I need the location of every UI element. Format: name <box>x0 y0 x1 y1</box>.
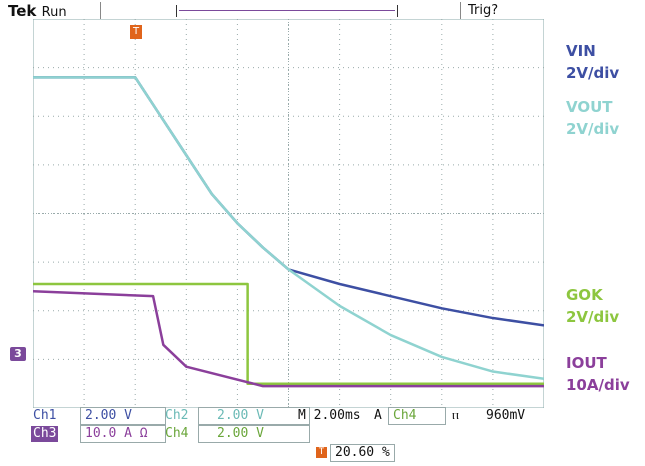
graticule-grid <box>33 19 544 408</box>
settings-readout: Ch1 2.00 V Ch2 2.00 V M 2.00ms A Ch4 ⲡ 9… <box>0 406 645 466</box>
record-length-indicator <box>176 5 398 17</box>
traces <box>33 76 544 388</box>
trigger-slope-icon[interactable]: ⲡ <box>452 408 459 423</box>
timebase-readout[interactable]: M 2.00ms <box>298 408 361 423</box>
divider <box>100 2 101 19</box>
ch4-scale-value[interactable]: 2.00 V <box>198 425 310 443</box>
ch1-label[interactable]: Ch1 <box>33 408 57 423</box>
legend-iout-scale: 10A/div <box>566 376 630 394</box>
trigger-position-icon: T <box>316 447 327 458</box>
trace-iout <box>33 290 544 388</box>
run-state: Run <box>41 5 67 20</box>
legend-gok-name: GOK <box>566 286 603 304</box>
trigger-position-icon: T <box>130 25 142 39</box>
legend-iout: IOUT 10A/div <box>566 352 630 396</box>
trigger-position-value: 20.60 % <box>330 444 395 462</box>
ch1-scale-value[interactable]: 2.00 V <box>80 407 166 425</box>
legend-vout-scale: 2V/div <box>566 120 620 138</box>
trigger-level[interactable]: 960mV <box>486 408 526 423</box>
ch3-ground-marker[interactable]: 3 <box>10 347 26 361</box>
waveform-display[interactable] <box>33 19 544 408</box>
trace-vout <box>33 76 544 381</box>
trace-gok <box>33 282 544 385</box>
legend-gok-scale: 2V/div <box>566 308 620 326</box>
legend-vout: VOUT 2V/div <box>566 96 619 140</box>
trigger-source[interactable]: Ch4 <box>388 407 446 425</box>
legend-vin: VIN 2V/div <box>566 40 619 84</box>
legend-vin-scale: 2V/div <box>566 64 620 82</box>
brand-name: Tek <box>8 2 37 20</box>
ch3-scale-value[interactable]: 10.0 A Ω <box>80 425 166 443</box>
ch2-scale-value[interactable]: 2.00 V <box>198 407 310 425</box>
ch2-label[interactable]: Ch2 <box>165 408 189 423</box>
status-bar: Tek Run Trig? <box>0 0 645 22</box>
trigger-mode[interactable]: A <box>374 408 382 423</box>
legend-gok: GOK 2V/div <box>566 284 619 328</box>
ch4-label[interactable]: Ch4 <box>165 426 189 441</box>
ch3-label[interactable]: Ch3 <box>31 426 59 442</box>
legend-vout-name: VOUT <box>566 98 613 116</box>
trigger-position-readout: T 20.60 % <box>316 444 395 462</box>
divider <box>460 2 461 19</box>
brand-label: Tek Run <box>8 2 67 20</box>
legend-iout-name: IOUT <box>566 354 607 372</box>
legend-vin-name: VIN <box>566 42 596 60</box>
trigger-status: Trig? <box>468 3 499 18</box>
